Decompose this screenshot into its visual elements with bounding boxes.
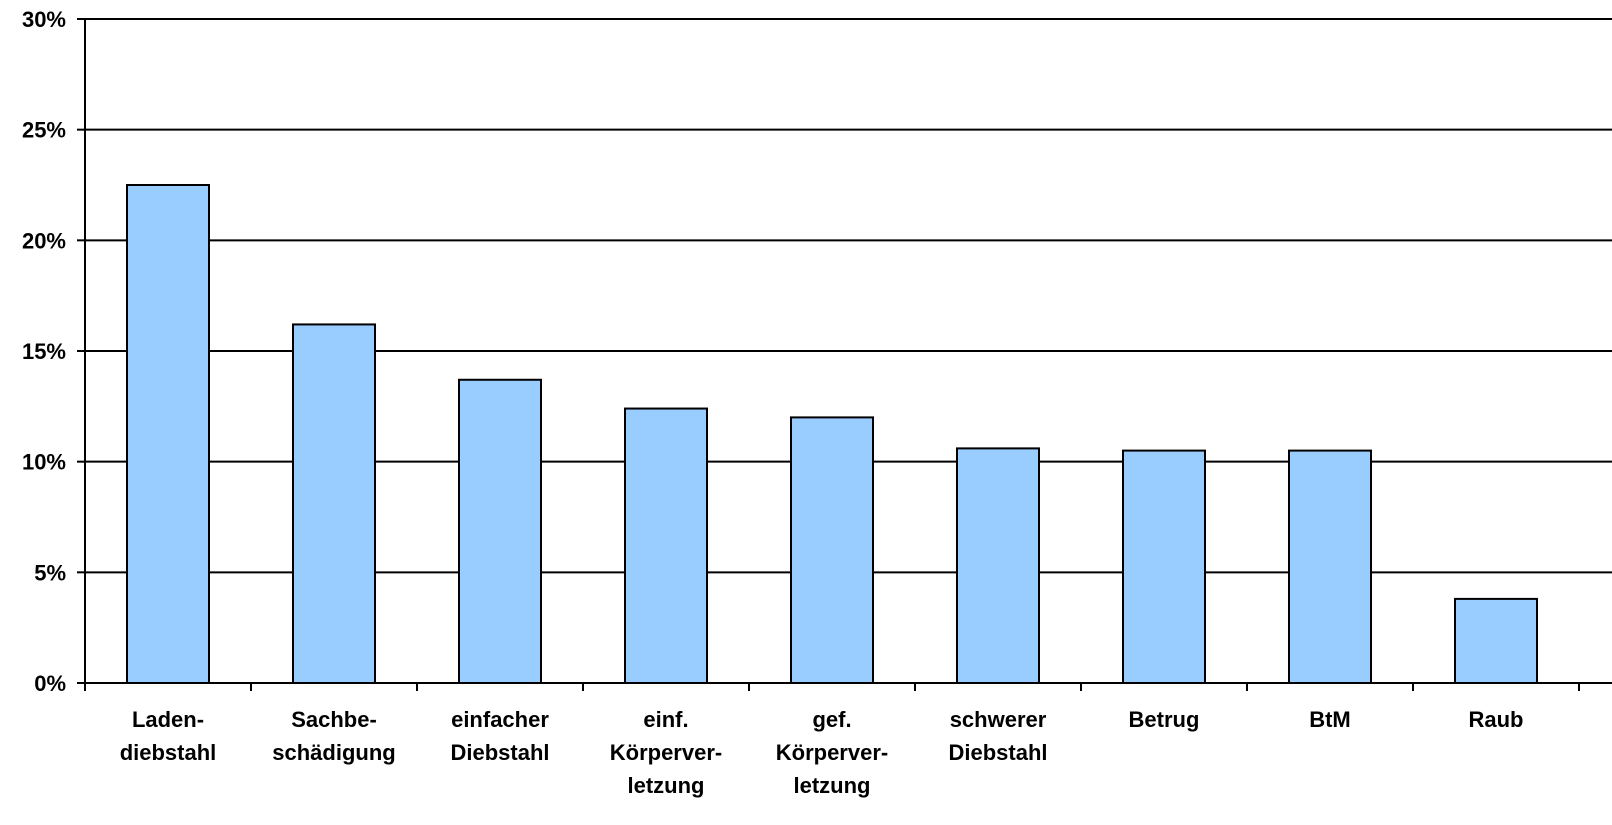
y-axis-tick-labels: 0% 5% 10% 15% 20% 25% 30% [22,7,66,696]
x-category-label-line: schwerer [950,707,1047,732]
bar [790,416,874,684]
x-category-label-line: einfacher [451,707,549,732]
x-category-label-line: einf. [643,707,688,732]
bar [956,447,1040,684]
x-category-label: Laden-diebstahl [120,707,217,765]
y-tick-label: 5% [34,560,66,585]
x-category-label-line: BtM [1309,707,1351,732]
y-tick-label: 20% [22,228,66,253]
bar [292,323,376,684]
x-category-label: Sachbe-schädigung [272,707,395,765]
x-category-label-line: Körperver- [610,740,722,765]
x-category-label: einf. Körperver-letzung [610,707,722,798]
bar [1288,449,1372,684]
x-category-label-line: gef. [812,707,851,732]
axes [77,18,1612,691]
bars [126,184,1538,684]
x-category-label-line: schädigung [272,740,395,765]
bar [1122,449,1206,684]
y-tick-label: 30% [22,7,66,32]
x-category-label-line: diebstahl [120,740,217,765]
x-category-label: schwerer Diebstahl [948,707,1047,765]
x-category-label: Betrug [1129,707,1200,732]
x-category-label-line: letzung [628,773,705,798]
y-tick-label: 25% [22,118,66,143]
x-axis-category-labels: Laden-diebstahl Sachbe-schädigung einfache… [120,707,1524,798]
x-category-label-line: Diebstahl [948,740,1047,765]
x-category-label: gef. Körperver-letzung [776,707,888,798]
x-category-label: einfacher Diebstahl [450,707,549,765]
x-category-label-line: Körperver- [776,740,888,765]
x-category-label-line: Sachbe- [291,707,377,732]
y-tick-label: 15% [22,339,66,364]
x-category-label-line: Diebstahl [450,740,549,765]
bar [1454,597,1538,684]
bar [624,407,708,684]
bar [458,378,542,684]
x-category-label-line: Raub [1469,707,1524,732]
x-category-label: BtM [1309,707,1351,732]
x-category-label-line: Laden- [132,707,204,732]
x-category-label-line: letzung [794,773,871,798]
bar [126,184,210,684]
x-category-label: Raub [1469,707,1524,732]
x-category-label-line: Betrug [1129,707,1200,732]
y-tick-label: 10% [22,450,66,475]
y-tick-label: 0% [34,671,66,696]
